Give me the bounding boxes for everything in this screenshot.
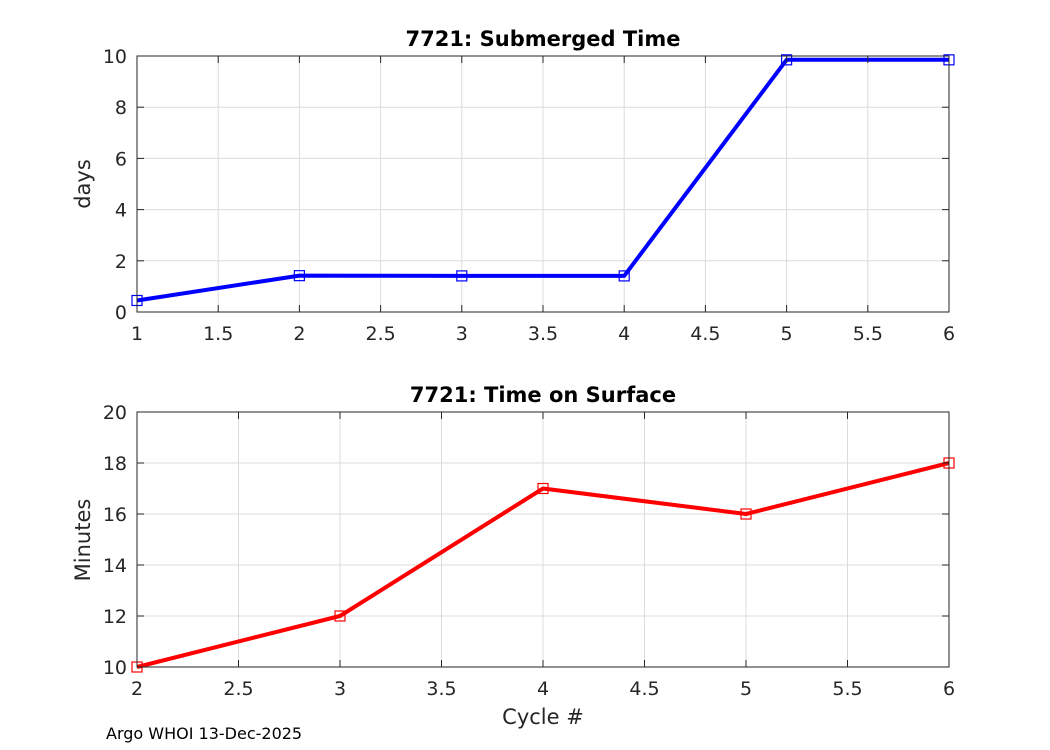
x-axis-label: Cycle # xyxy=(502,705,584,729)
data-point-marker xyxy=(537,482,549,495)
chart-title: 7721: Submerged Time xyxy=(405,27,680,51)
y-tick-label: 18 xyxy=(103,453,127,475)
x-tick-label: 4.5 xyxy=(629,678,659,700)
x-tick-label: 3.5 xyxy=(528,323,558,345)
x-tick-label: 4 xyxy=(537,678,549,700)
x-tick-label: 5 xyxy=(740,678,752,700)
x-tick-label: 5.5 xyxy=(853,323,883,345)
y-tick-label: 4 xyxy=(115,200,127,222)
x-tick-label: 6 xyxy=(943,323,955,345)
x-tick-label: 3 xyxy=(334,678,346,700)
tick-layer: 2 2.5 3 3.5 4 4.5 5 5.5 6 10 12 14 16 18 20 xyxy=(103,402,955,700)
x-tick-label: 4 xyxy=(618,323,630,345)
submerged-time-panel: 1 1.5 2 2.5 3 3.5 4 4.5 5 5.5 6 0 2 4 6 8 10 7721: Subme… xyxy=(71,27,955,345)
footer-credit: Argo WHOI 13-Dec-2025 xyxy=(106,724,303,743)
y-tick-label: 0 xyxy=(115,302,127,324)
y-tick-label: 16 xyxy=(103,504,127,526)
x-tick-label: 6 xyxy=(943,678,955,700)
y-tick-label: 14 xyxy=(103,555,127,577)
y-tick-label: 10 xyxy=(103,46,127,68)
y-tick-label: 20 xyxy=(103,402,127,424)
data-point-marker xyxy=(740,508,752,520)
x-tick-label: 2.5 xyxy=(365,323,395,345)
series-line xyxy=(136,461,950,669)
x-tick-label: 2 xyxy=(293,323,305,345)
y-tick-label: 8 xyxy=(115,97,127,119)
series-line xyxy=(136,57,949,303)
data-point-marker xyxy=(780,54,793,66)
chart-title: 7721: Time on Surface xyxy=(410,383,676,407)
x-tick-label: 4.5 xyxy=(690,323,720,345)
surface-time-panel: 2 2.5 3 3.5 4 4.5 5 5.5 6 10 12 14 16 18 20 7721: Time… xyxy=(71,383,955,729)
y-tick-label: 12 xyxy=(103,606,127,628)
x-tick-label: 1 xyxy=(131,323,143,345)
x-tick-label: 3.5 xyxy=(426,678,456,700)
data-point-marker xyxy=(334,610,346,622)
y-axis-label: Minutes xyxy=(71,499,95,582)
x-tick-label: 5 xyxy=(781,323,793,345)
data-point-marker xyxy=(456,270,468,282)
y-tick-label: 2 xyxy=(115,251,127,273)
y-tick-label: 10 xyxy=(103,657,127,679)
x-tick-label: 1.5 xyxy=(203,323,233,345)
data-point-marker xyxy=(618,270,630,282)
x-tick-label: 2.5 xyxy=(223,678,253,700)
x-tick-label: 2 xyxy=(131,678,143,700)
data-point-marker xyxy=(293,270,305,282)
x-tick-label: 5.5 xyxy=(832,678,862,700)
tick-layer: 1 1.5 2 2.5 3 3.5 4 4.5 5 5.5 6 0 2 4 6 8 10 xyxy=(103,46,955,345)
y-tick-label: 6 xyxy=(115,148,127,170)
x-tick-label: 3 xyxy=(456,323,468,345)
y-axis-label: days xyxy=(71,159,95,209)
